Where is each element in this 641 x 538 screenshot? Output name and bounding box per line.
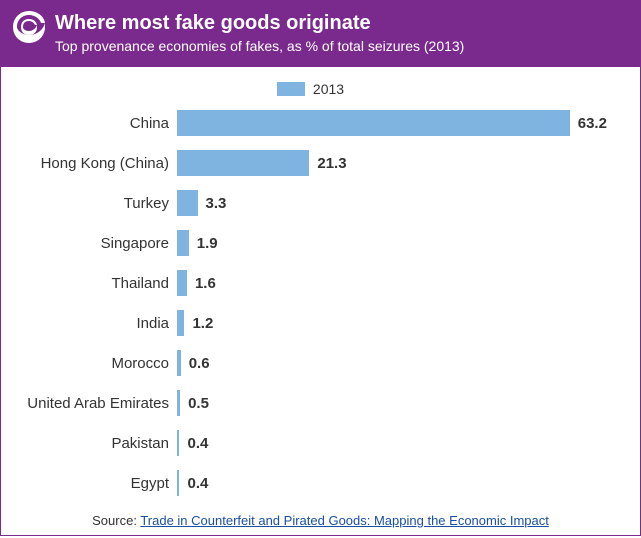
category-label: India xyxy=(9,315,177,332)
bar xyxy=(177,190,198,216)
legend-swatch xyxy=(277,82,305,96)
source-line: Source: Trade in Counterfeit and Pirated… xyxy=(1,505,640,538)
bar-row: Pakistan 0.4 xyxy=(9,427,612,459)
bar-holder: 1.9 xyxy=(177,227,612,259)
legend: 2013 xyxy=(9,81,612,97)
bar-holder: 21.3 xyxy=(177,147,612,179)
category-label: Pakistan xyxy=(9,435,177,452)
header: Where most fake goods originate Top prov… xyxy=(1,1,640,67)
value-label: 1.2 xyxy=(192,315,213,332)
bar-holder: 1.6 xyxy=(177,267,612,299)
value-label: 3.3 xyxy=(206,195,227,212)
bar-holder: 0.4 xyxy=(177,427,612,459)
bar-row: China 63.2 xyxy=(9,107,612,139)
category-label: China xyxy=(9,115,177,132)
bar-holder: 1.2 xyxy=(177,307,612,339)
bar-holder: 3.3 xyxy=(177,187,612,219)
bar-row: Singapore 1.9 xyxy=(9,227,612,259)
source-prefix: Source: xyxy=(92,513,140,528)
category-label: Singapore xyxy=(9,235,177,252)
bar-row: Egypt 0.4 xyxy=(9,467,612,499)
value-label: 21.3 xyxy=(317,155,346,172)
value-label: 1.9 xyxy=(197,235,218,252)
category-label: Thailand xyxy=(9,275,177,292)
value-label: 0.4 xyxy=(187,475,208,492)
bar-row: Thailand 1.6 xyxy=(9,267,612,299)
value-label: 63.2 xyxy=(578,115,607,132)
bar-holder: 0.4 xyxy=(177,467,612,499)
legend-label: 2013 xyxy=(313,81,344,97)
category-label: Egypt xyxy=(9,475,177,492)
source-link[interactable]: Trade in Counterfeit and Pirated Goods: … xyxy=(140,513,549,528)
bar xyxy=(177,230,189,256)
bar xyxy=(177,310,184,336)
category-label: Hong Kong (China) xyxy=(9,155,177,172)
bar xyxy=(177,110,570,136)
bar xyxy=(177,430,179,456)
bar-holder: 0.5 xyxy=(177,387,612,419)
bar-row: Turkey 3.3 xyxy=(9,187,612,219)
value-label: 1.6 xyxy=(195,275,216,292)
oecd-logo-icon xyxy=(13,11,45,55)
bar xyxy=(177,150,309,176)
bar-holder: 0.6 xyxy=(177,347,612,379)
bar xyxy=(177,350,181,376)
category-label: Turkey xyxy=(9,195,177,212)
header-text: Where most fake goods originate Top prov… xyxy=(55,11,628,54)
category-label: United Arab Emirates xyxy=(9,395,177,412)
bar xyxy=(177,470,179,496)
bar-row: Morocco 0.6 xyxy=(9,347,612,379)
value-label: 0.4 xyxy=(187,435,208,452)
bar-holder: 63.2 xyxy=(177,107,612,139)
chart-subtitle: Top provenance economies of fakes, as % … xyxy=(55,38,628,54)
bar xyxy=(177,390,180,416)
chart-card: Where most fake goods originate Top prov… xyxy=(0,0,641,536)
bar-rows: China 63.2 Hong Kong (China) 21.3 Turkey 3.3 S… xyxy=(9,107,612,499)
chart-title: Where most fake goods originate xyxy=(55,11,628,35)
value-label: 0.5 xyxy=(188,395,209,412)
bar-row: India 1.2 xyxy=(9,307,612,339)
bar xyxy=(177,270,187,296)
chart-area: 2013 China 63.2 Hong Kong (China) 21.3 Turke… xyxy=(1,67,640,505)
value-label: 0.6 xyxy=(189,355,210,372)
bar-row: United Arab Emirates 0.5 xyxy=(9,387,612,419)
bar-row: Hong Kong (China) 21.3 xyxy=(9,147,612,179)
category-label: Morocco xyxy=(9,355,177,372)
